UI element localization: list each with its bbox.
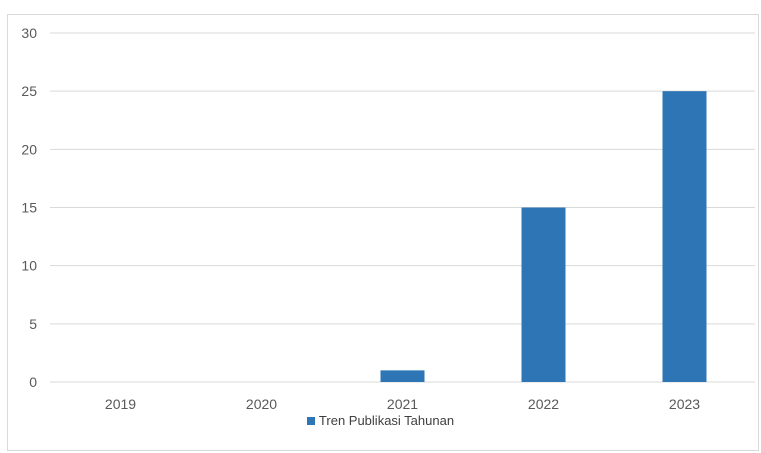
x-tick-label: 2020 [246,396,277,412]
gridlines [50,32,755,383]
legend-swatch-icon [306,417,315,425]
bars [380,91,707,383]
x-tick-label: 2021 [387,396,418,412]
legend-label: Tren Publikasi Tahunan [318,413,455,428]
bar-2021 [380,370,425,382]
y-tick-label: 30 [21,25,37,41]
y-axis-tick-labels: 0 5 10 15 20 25 30 [21,25,37,390]
x-axis-tick-labels: 2019 2020 2021 2022 2023 [105,396,700,412]
legend: Tren Publikasi Tahunan [0,413,761,428]
y-tick-label: 15 [21,200,37,216]
y-tick-label: 20 [21,141,37,157]
x-tick-label: 2019 [105,396,136,412]
y-tick-label: 25 [21,83,37,99]
y-tick-label: 0 [29,374,37,390]
y-tick-label: 10 [21,258,37,274]
y-tick-label: 5 [29,316,37,332]
bar-2022 [521,207,566,382]
bar-2023 [662,91,707,383]
x-tick-label: 2023 [669,396,700,412]
x-tick-label: 2022 [528,396,559,412]
